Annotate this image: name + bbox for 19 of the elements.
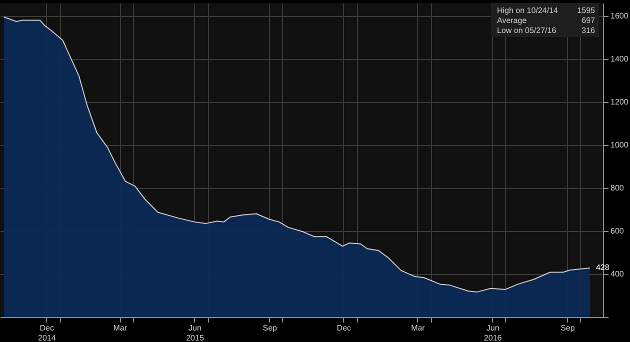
y-tick-label: 1000 <box>610 140 629 150</box>
y-tick-label: 400 <box>610 269 624 278</box>
x-tick-label: Jun 2016 <box>484 324 502 342</box>
text: Average 697 <box>497 16 595 25</box>
x-tick-label: Mar <box>411 324 426 332</box>
annotation: 428 <box>596 262 610 272</box>
text: High on 10/24/14 1595 <box>497 6 595 15</box>
y-tick-label: 1200 <box>610 97 629 106</box>
y-tick-label: 1600 <box>610 11 629 20</box>
x-tick-label: Jun 2015 <box>186 324 204 342</box>
x-tick-label: Dec 2014 <box>38 324 56 342</box>
x-tick-label: Sep <box>560 324 576 332</box>
y-tick-label: 800 <box>610 183 624 192</box>
text: Low on 05/27/16 316 <box>497 26 595 35</box>
x-tick-label: Dec <box>336 324 352 332</box>
y-tick-label: 600 <box>610 226 624 236</box>
x-tick-label: Sep <box>262 324 278 332</box>
x-tick-label: Mar <box>113 324 128 332</box>
y-tick-label: 1400 <box>610 54 629 64</box>
